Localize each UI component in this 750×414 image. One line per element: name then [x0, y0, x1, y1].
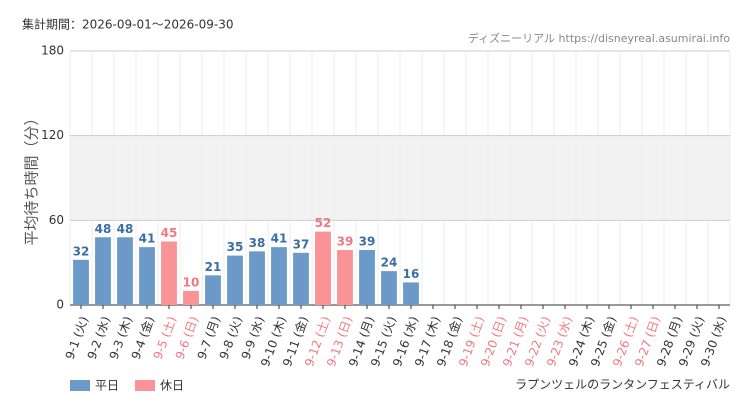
bar	[161, 241, 177, 305]
legend-label: 休日	[160, 379, 184, 393]
bar	[117, 237, 133, 305]
y-tick-label: 60	[49, 213, 64, 227]
value-label: 35	[227, 240, 244, 254]
chart-title: ラプンツェルのランタンフェスティバル	[515, 378, 730, 392]
value-label: 16	[403, 267, 420, 281]
value-label: 45	[161, 226, 178, 240]
legend-label: 平日	[95, 379, 119, 393]
value-label: 21	[205, 260, 222, 274]
bar	[139, 247, 155, 305]
value-label: 52	[315, 216, 332, 230]
y-tick-label: 0	[56, 298, 64, 312]
bar	[337, 249, 353, 305]
bar	[73, 259, 89, 305]
bar	[95, 237, 111, 305]
bar	[359, 249, 375, 305]
bar	[315, 231, 331, 305]
bar	[227, 255, 243, 305]
bar	[205, 275, 221, 305]
value-label: 32	[73, 244, 90, 258]
subtitle: 集計期間：2026-09-01〜2026-09-30	[22, 17, 233, 32]
bar	[183, 290, 199, 305]
value-label: 41	[139, 232, 156, 246]
source: ディズニーリアル https://disneyreal.asumirai.inf…	[468, 31, 730, 45]
value-label: 10	[183, 275, 200, 289]
bar	[271, 247, 287, 305]
bar	[293, 252, 309, 305]
value-label: 41	[271, 232, 288, 246]
legend-swatch	[70, 380, 90, 391]
value-label: 39	[359, 234, 376, 248]
legend-swatch	[135, 380, 155, 391]
y-axis-label: 平均待ち時間（分）	[23, 110, 41, 245]
value-label: 37	[293, 237, 310, 251]
bar	[249, 251, 265, 305]
value-label: 38	[249, 236, 266, 250]
value-label: 48	[117, 222, 134, 236]
value-label: 48	[95, 222, 112, 236]
value-label: 39	[337, 234, 354, 248]
bar	[381, 271, 397, 305]
y-tick-label: 180	[41, 44, 64, 58]
y-tick-label: 120	[41, 128, 64, 142]
bar	[403, 282, 419, 305]
value-label: 24	[381, 256, 398, 270]
